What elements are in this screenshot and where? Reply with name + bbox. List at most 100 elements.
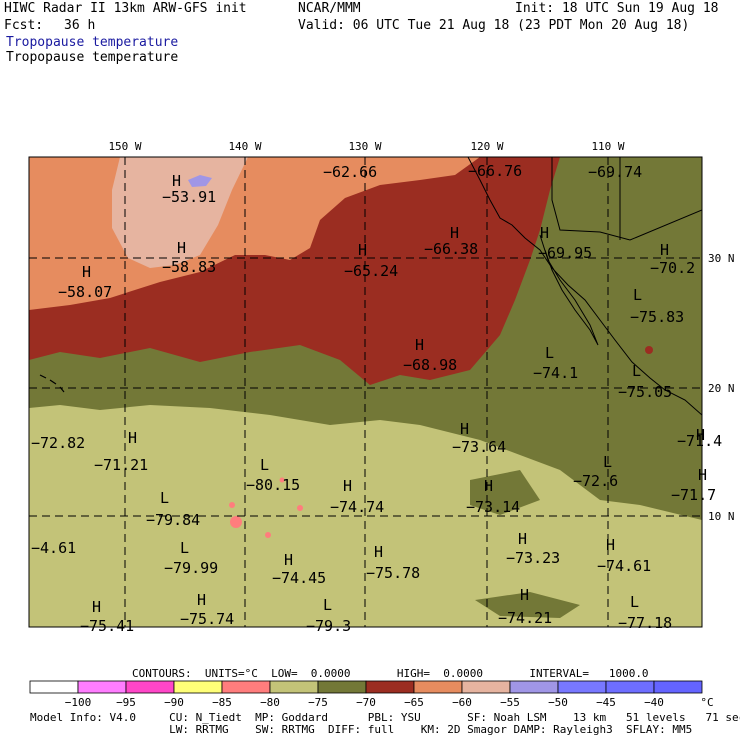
tropopause-temperature-field bbox=[29, 157, 702, 627]
extremum-value: −74.1 bbox=[533, 364, 578, 382]
header-title: HIWC Radar II 13km ARW-GFS init bbox=[4, 1, 247, 16]
baja-outline bbox=[539, 234, 599, 346]
lavender-patch bbox=[188, 175, 212, 187]
coastline bbox=[467, 157, 702, 416]
extremum-marker: H bbox=[460, 420, 469, 438]
latitude-label: 20 N bbox=[708, 382, 735, 395]
colorbar-tick-label: −100 bbox=[65, 696, 92, 709]
extremum-value: −75.74 bbox=[180, 610, 234, 628]
header-valid: Valid: 06 UTC Tue 21 Aug 18 (23 PDT Mon … bbox=[298, 18, 690, 33]
colorbar-swatch bbox=[77, 680, 127, 694]
latitude-label: 10 N bbox=[708, 510, 735, 523]
salmon-spot-2 bbox=[229, 502, 235, 508]
colorbar-ticks: −100 −95 −90 −85 −80 −75 −70 −65 −60 −55 −50 −45 −40… bbox=[65, 696, 714, 709]
colorbar-swatch bbox=[605, 680, 655, 694]
extremum-value: −71.7 bbox=[671, 486, 716, 504]
extremum-value: −71.21 bbox=[94, 456, 148, 474]
header-fcst-value: 36 h bbox=[64, 18, 96, 33]
extremum-value: −74.74 bbox=[330, 498, 384, 516]
colorbar-tick-label: −85 bbox=[212, 696, 232, 709]
colorbar-unit: °C bbox=[700, 696, 713, 709]
extremum-value: −66.38 bbox=[424, 240, 478, 258]
salmon-spot-4 bbox=[297, 505, 303, 511]
colorbar-swatch bbox=[413, 680, 463, 694]
extremum-marker: H bbox=[177, 239, 186, 257]
colorbar-swatch bbox=[221, 680, 271, 694]
extremum-value: −68.98 bbox=[403, 356, 457, 374]
extremum-value: −70.2 bbox=[650, 259, 695, 277]
extremum-marker: L bbox=[603, 453, 612, 471]
extremum-value: −74.45 bbox=[272, 569, 326, 587]
extremum-value: −72.6 bbox=[573, 472, 618, 490]
extremum-value: −73.64 bbox=[452, 438, 506, 456]
colorbar-swatch bbox=[173, 680, 223, 694]
extremum-marker: H bbox=[696, 426, 705, 444]
extremum-marker: H bbox=[415, 336, 424, 354]
extremum-marker: H bbox=[484, 477, 493, 495]
extremum-value: −71.4 bbox=[677, 432, 722, 450]
colorbar-swatch bbox=[365, 680, 415, 694]
colorbar-swatch bbox=[557, 680, 607, 694]
us-border-1 bbox=[551, 157, 702, 241]
colorbar-swatch bbox=[653, 680, 703, 694]
extremum-marker: H bbox=[540, 224, 549, 242]
header-org: NCAR/MMM bbox=[298, 1, 361, 16]
salmon-spot-3 bbox=[265, 532, 271, 538]
map-frame bbox=[28, 156, 703, 628]
longitude-label: 110 W bbox=[591, 140, 624, 153]
extremum-value: −69.74 bbox=[588, 163, 642, 181]
colorbar-swatch bbox=[29, 680, 79, 694]
olive-blob-east bbox=[470, 470, 540, 515]
extremum-marker: L bbox=[632, 362, 641, 380]
pink-region bbox=[112, 157, 248, 268]
extremum-value: −53.91 bbox=[162, 188, 216, 206]
extremum-marker: H bbox=[698, 466, 707, 484]
colorbar-swatch bbox=[509, 680, 559, 694]
extremum-value: −79.84 bbox=[146, 511, 200, 529]
extremum-marker: H bbox=[518, 530, 527, 548]
longitude-labels: 150 W 140 W 130 W 120 W 110 W bbox=[108, 140, 624, 153]
extremum-value: −79.99 bbox=[164, 559, 218, 577]
extremum-marker: L bbox=[260, 456, 269, 474]
extremum-marker: H bbox=[606, 536, 615, 554]
extremum-value: −75.41 bbox=[80, 617, 134, 635]
grid-lines bbox=[29, 157, 702, 627]
extremum-marker: L bbox=[180, 539, 189, 557]
longitude-label: 120 W bbox=[470, 140, 503, 153]
extremum-value: −74.61 bbox=[597, 557, 651, 575]
red-spot bbox=[645, 346, 653, 354]
extrema-labels: H−53.91H−58.83H−58.07−62.66 −66.76 −69.74H… bbox=[31, 162, 722, 635]
extremum-marker: H bbox=[358, 241, 367, 259]
colorbar-tick-label: −80 bbox=[260, 696, 280, 709]
extremum-value: −74.21 bbox=[498, 609, 552, 627]
extremum-value: −4.61 bbox=[31, 539, 76, 557]
extremum-value: −62.66 bbox=[323, 163, 377, 181]
colorbar-tick-label: −75 bbox=[308, 696, 328, 709]
extremum-value: −75.78 bbox=[366, 564, 420, 582]
extremum-marker: H bbox=[284, 551, 293, 569]
contours-line: CONTOURS: UNITS=°C LOW= 0.0000 HIGH= 0.0… bbox=[132, 667, 649, 680]
extremum-marker: H bbox=[82, 263, 91, 281]
extremum-marker: H bbox=[343, 477, 352, 495]
extremum-marker: H bbox=[450, 224, 459, 242]
extremum-marker: H bbox=[172, 172, 181, 190]
colorbar-tick-label: −90 bbox=[164, 696, 184, 709]
colorbar-tick-label: −95 bbox=[116, 696, 136, 709]
extremum-value: −65.24 bbox=[344, 262, 398, 280]
colorbar-swatch bbox=[461, 680, 511, 694]
colorbar-tick-label: −50 bbox=[548, 696, 568, 709]
field-title-2: Tropopause temperature bbox=[6, 50, 179, 65]
header-fcst-label: Fcst: bbox=[4, 18, 44, 33]
extremum-value: −80.15 bbox=[246, 476, 300, 494]
extremum-value: −58.83 bbox=[162, 258, 216, 276]
colorbar bbox=[29, 680, 703, 694]
extremum-marker: L bbox=[633, 286, 642, 304]
extremum-value: −75.05 bbox=[618, 383, 672, 401]
extremum-value: −75.83 bbox=[630, 308, 684, 326]
colorbar-tick-label: −40 bbox=[644, 696, 664, 709]
extremum-marker: L bbox=[545, 344, 554, 362]
extremum-marker: H bbox=[128, 429, 137, 447]
latitude-labels: 30 N 20 N 10 N bbox=[708, 252, 735, 523]
extremum-marker: H bbox=[197, 591, 206, 609]
extremum-value: −73.14 bbox=[466, 498, 520, 516]
